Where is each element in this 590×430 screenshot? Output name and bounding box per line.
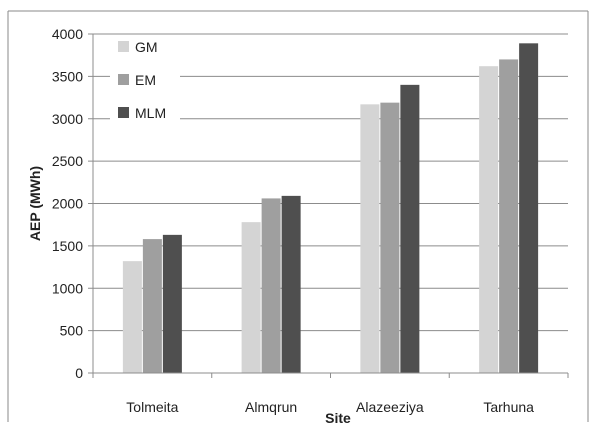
y-tick-label: 3000	[52, 111, 83, 127]
bar-gm-alazeeziya	[360, 104, 380, 373]
bar-em-almqrun	[261, 198, 281, 373]
legend-label-em: EM	[135, 72, 156, 88]
y-tick-label: 2500	[52, 153, 83, 169]
bar-mlm-almqrun	[281, 195, 301, 373]
bar-mlm-alazeeziya	[400, 84, 420, 373]
legend-background	[110, 36, 180, 136]
legend-label-gm: GM	[135, 39, 158, 55]
bar-mlm-tolmeita	[162, 234, 182, 373]
legend: GM EM MLM	[110, 36, 180, 136]
bar-gm-tarhuna	[479, 66, 499, 373]
bar-em-tarhuna	[499, 59, 519, 374]
y-tick-label: 2000	[52, 196, 83, 212]
bar-em-alazeeziya	[380, 102, 400, 374]
x-tick-label-alazeeziya: Alazeeziya	[356, 399, 424, 415]
y-tick-label: 0	[75, 365, 83, 381]
x-tick-label-tolmeita: Tolmeita	[126, 399, 178, 415]
bar-gm-almqrun	[241, 222, 261, 373]
y-axis-label: AEP (MWh)	[27, 166, 43, 241]
y-tick-label: 4000	[52, 26, 83, 42]
y-tick-label: 3500	[52, 68, 83, 84]
x-axis-label: Site	[325, 410, 351, 425]
y-tick-label: 1000	[52, 280, 83, 296]
bar-mlm-tarhuna	[519, 43, 539, 373]
bar-em-tolmeita	[142, 239, 162, 373]
bar-gm-tolmeita	[122, 261, 142, 373]
x-tick-label-almqrun: Almqrun	[245, 399, 297, 415]
legend-swatch-gm	[118, 41, 129, 52]
legend-label-mlm: MLM	[135, 105, 166, 121]
x-tick-label-tarhuna: Tarhuna	[483, 399, 534, 415]
legend-swatch-em	[118, 74, 129, 85]
legend-swatch-mlm	[118, 107, 129, 118]
y-tick-label: 500	[60, 323, 84, 339]
y-tick-label: 1500	[52, 238, 83, 254]
